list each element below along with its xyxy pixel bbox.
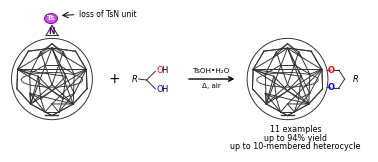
Text: O: O [156, 85, 163, 94]
Text: H: H [161, 66, 168, 75]
Text: TsOH•H₂O: TsOH•H₂O [194, 68, 230, 74]
Text: R: R [132, 75, 138, 84]
Text: N: N [49, 27, 55, 36]
Text: O: O [327, 83, 335, 93]
Text: loss of TsN unit: loss of TsN unit [79, 10, 136, 19]
Text: O: O [327, 66, 335, 75]
Text: Δ, air: Δ, air [202, 83, 221, 89]
Text: O: O [156, 66, 163, 75]
Text: 11 examples: 11 examples [270, 125, 321, 134]
Text: up to 10-membered heterocycle: up to 10-membered heterocycle [230, 142, 361, 151]
Text: Ts: Ts [47, 15, 55, 21]
Text: up to 94% yield: up to 94% yield [264, 133, 327, 143]
Text: H: H [161, 85, 168, 94]
Text: +: + [108, 72, 120, 86]
Text: R: R [353, 75, 358, 84]
Ellipse shape [45, 14, 57, 23]
